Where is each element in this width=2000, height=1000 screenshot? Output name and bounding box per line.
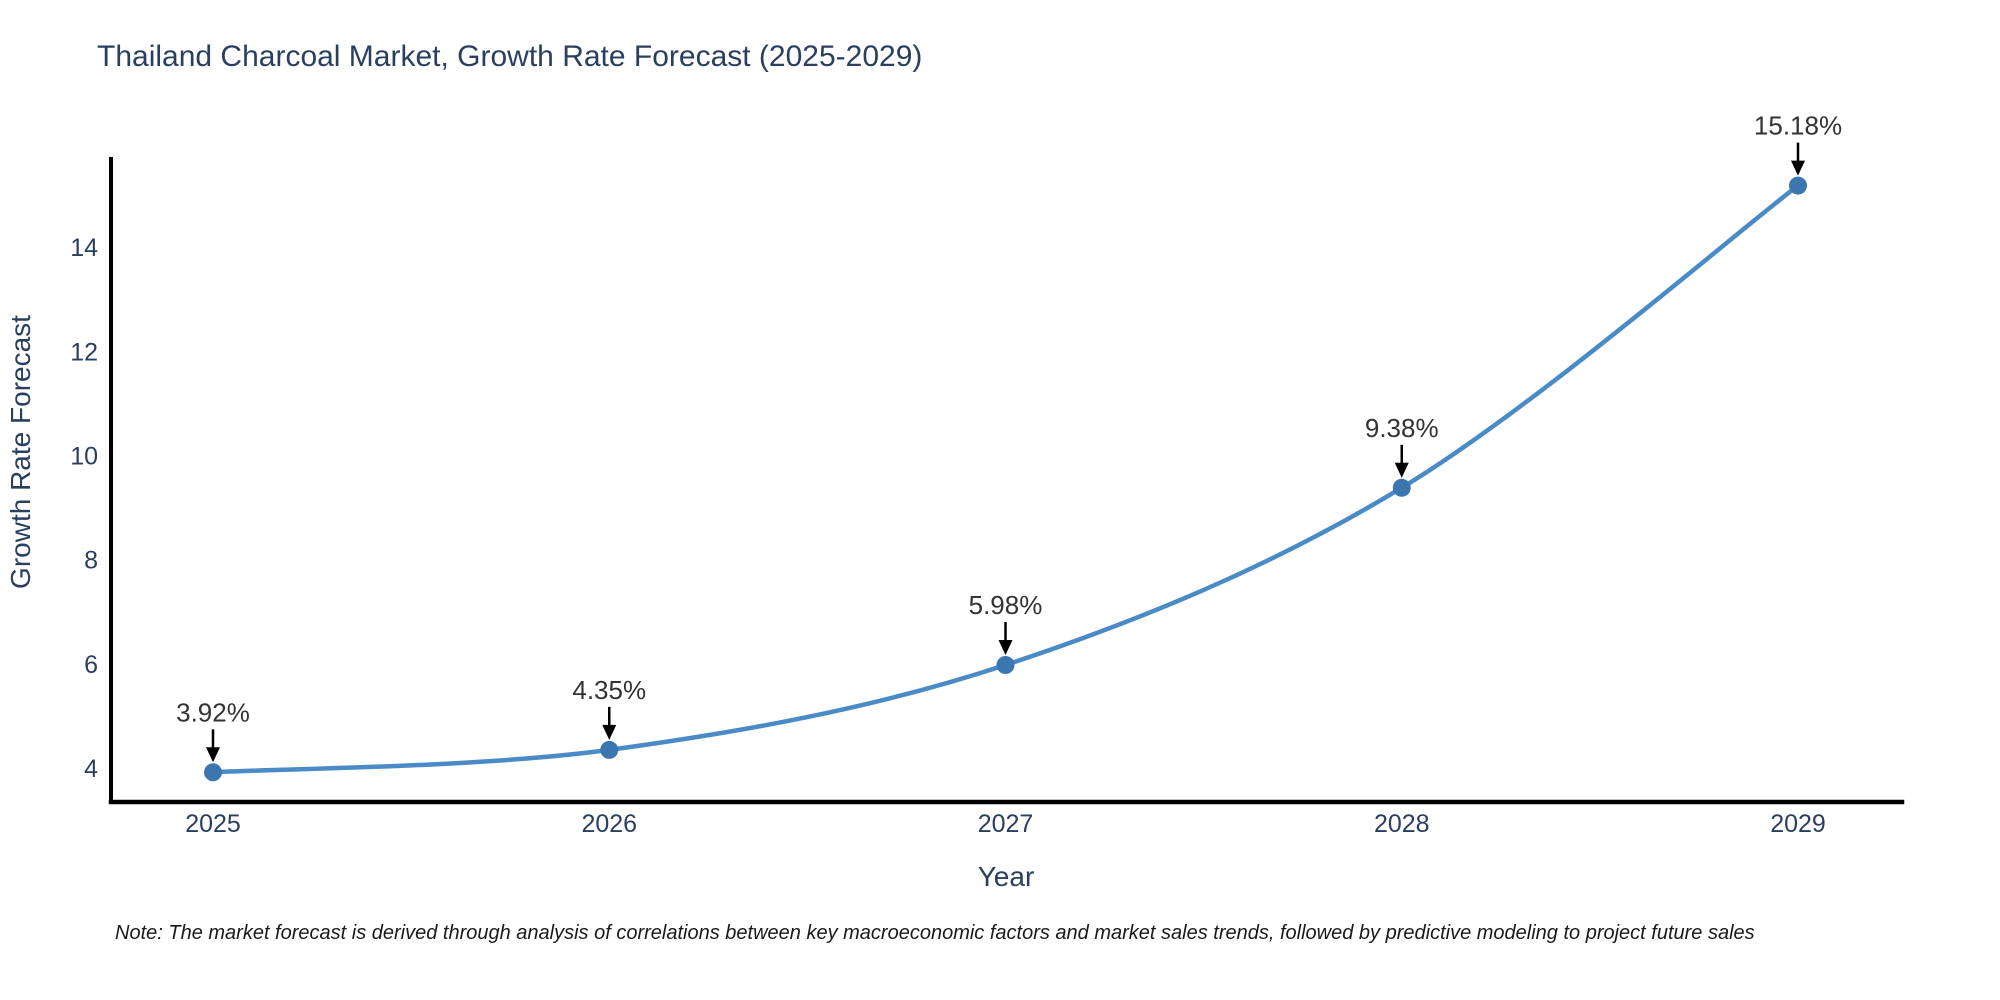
x-tick-label: 2025 xyxy=(185,810,241,838)
x-tick-label: 2027 xyxy=(978,810,1034,838)
x-tick-label: 2026 xyxy=(581,810,637,838)
annotation-arrowhead-icon xyxy=(206,747,220,763)
data-point-2025[interactable] xyxy=(204,763,222,782)
y-tick-label: 12 xyxy=(70,338,98,366)
y-tick-label: 4 xyxy=(84,755,98,783)
series-growth-rate xyxy=(204,176,1807,782)
y-tick-label: 14 xyxy=(70,234,98,262)
data-point-2026[interactable] xyxy=(600,740,619,759)
series-line xyxy=(210,183,1801,775)
annotation-label: 4.35% xyxy=(572,675,646,705)
y-axis-title: Growth Rate Forecast xyxy=(5,315,36,589)
annotation-label: 5.98% xyxy=(969,590,1043,620)
annotation-arrowhead-icon xyxy=(602,724,617,740)
annotation-arrowhead-icon xyxy=(1791,160,1805,176)
y-tick-label: 10 xyxy=(70,442,98,470)
y-tick-label: 6 xyxy=(84,651,98,679)
x-tick-label: 2028 xyxy=(1374,810,1430,838)
y-tick-label: 8 xyxy=(84,547,98,575)
chart-title: Thailand Charcoal Market, Growth Rate Fo… xyxy=(97,40,922,73)
data-point-2027[interactable] xyxy=(996,656,1015,674)
x-axis-tick-labels: 2025 2026 2027 2028 2029 xyxy=(185,810,1826,838)
note-text: Note: The market forecast is derived thr… xyxy=(115,922,1755,944)
annotation-label: 3.92% xyxy=(176,697,250,727)
x-tick-label: 2029 xyxy=(1770,810,1826,838)
y-axis-tick-labels: 4 6 8 10 12 14 xyxy=(70,234,98,783)
annotation-label: 15.18% xyxy=(1754,111,1842,141)
x-axis-title: Year xyxy=(978,861,1035,892)
point-annotations: 3.92% 4.35% 5.98% 9.38% 15.18% xyxy=(176,111,1842,763)
annotation-label: 9.38% xyxy=(1365,413,1439,443)
data-point-2028[interactable] xyxy=(1392,478,1411,497)
data-point-2029[interactable] xyxy=(1789,176,1807,195)
annotation-arrowhead-icon xyxy=(1394,462,1409,478)
axes xyxy=(108,157,1905,805)
annotation-arrowhead-icon xyxy=(998,640,1013,655)
